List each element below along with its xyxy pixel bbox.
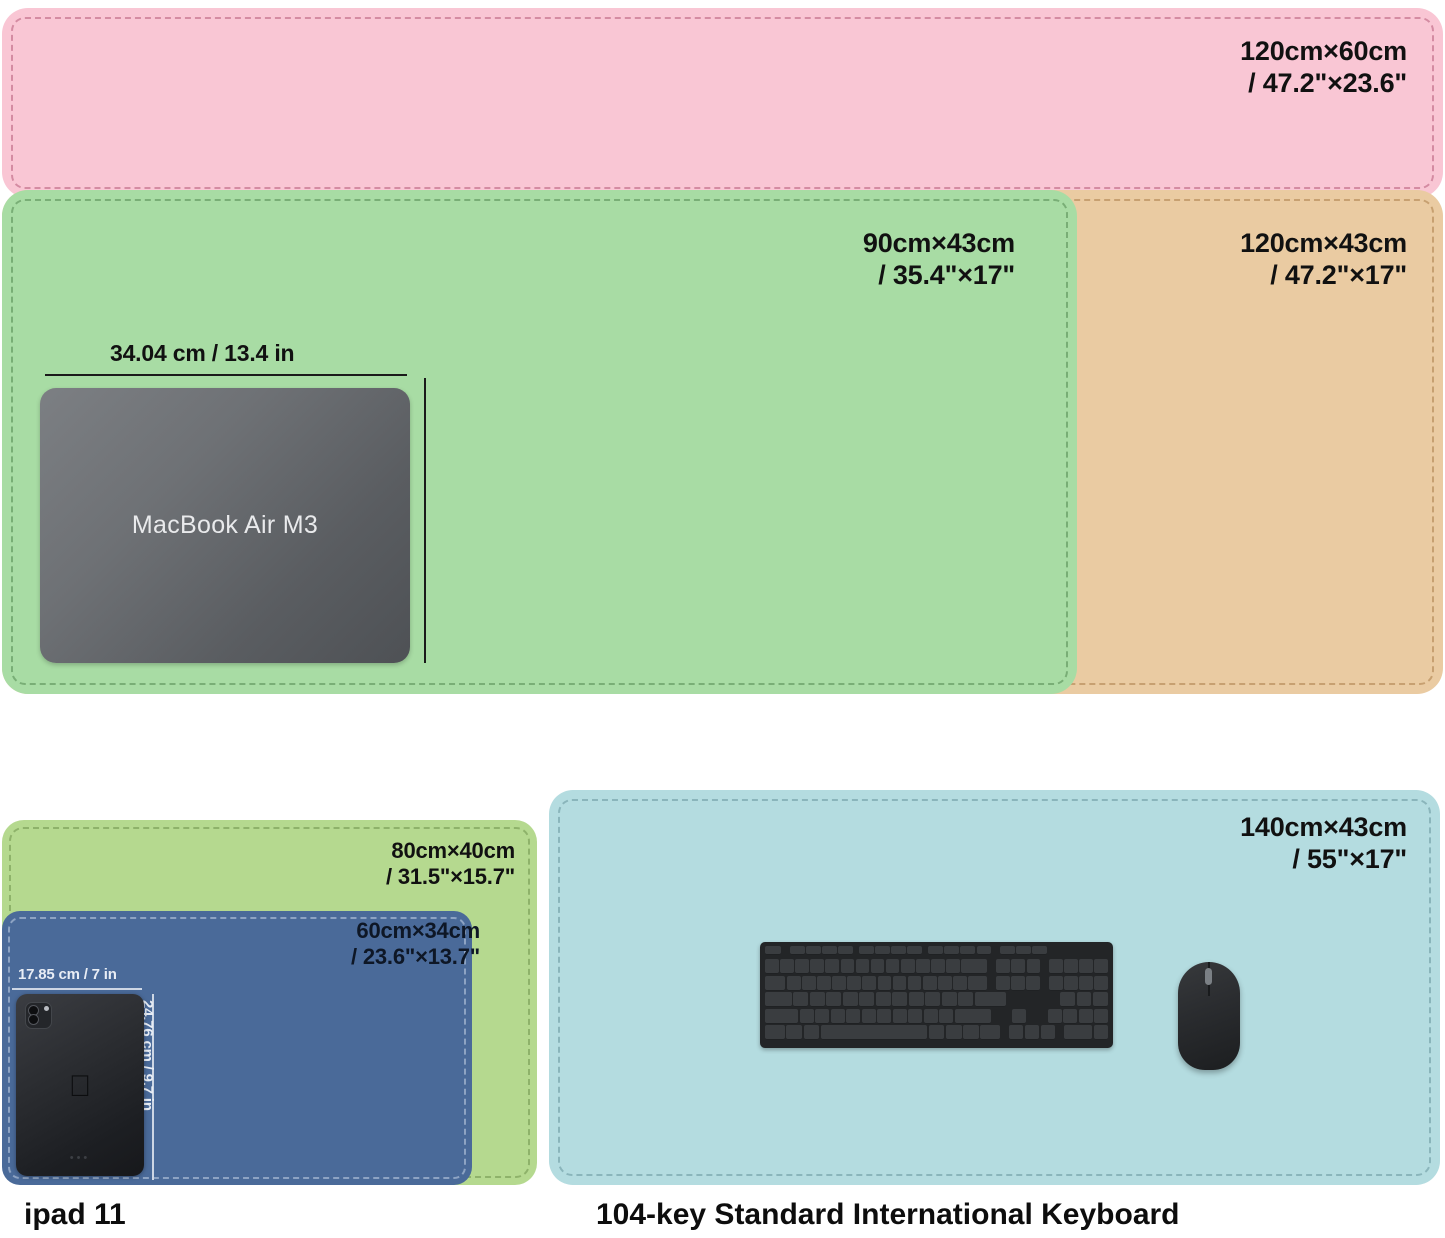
camera-flash-icon [44,1006,49,1011]
size-in: / 47.2"×17" [1270,259,1407,290]
stitch-border [11,17,1434,189]
desk-mat-pink [2,8,1443,198]
keyboard-row-number [765,959,1109,974]
ipad-height-measure-line [152,994,154,1180]
size-label-green-small-mat: 80cm×40cm/ 31.5"×15.7" [386,838,515,890]
apple-logo-icon:  [16,1072,144,1102]
size-in: / 35.4"×17" [878,259,1015,290]
ipad-width-measure-line [12,988,142,990]
size-cm: 140cm×43cm [1240,812,1407,842]
size-in: / 31.5"×15.7" [386,863,515,889]
mouse-scroll-wheel-icon [1205,968,1212,985]
macbook-label: MacBook Air M3 [131,511,319,539]
mouse-device [1178,962,1240,1070]
macbook-width-measure-line [45,374,407,376]
size-cm: 60cm×34cm [356,918,480,943]
size-cm: 120cm×43cm [1240,228,1407,258]
smart-connector-icon: ••• [69,1152,91,1164]
size-cm: 120cm×60cm [1240,36,1407,66]
ipad-device:  ••• [16,994,144,1176]
keyboard-device [760,942,1113,1048]
camera-lens-icon [28,1014,39,1025]
macbook-air-device: MacBook Air M3 [40,388,410,663]
keyboard-row-asdf [765,992,1108,1007]
size-label-tan-mat: 120cm×43cm/ 47.2"×17" [1240,228,1407,292]
keyboard-row-qwerty [765,975,1109,991]
macbook-width-label: 34.04 cm / 13.4 in [110,340,295,366]
keyboard-row-space [765,1025,1108,1040]
size-label-green-mat: 90cm×43cm/ 35.4"×17" [863,228,1015,292]
ipad-camera-module-icon [25,1002,52,1029]
caption-ipad: ipad 11 [24,1198,126,1231]
size-label-blue-mat: 60cm×34cm/ 23.6"×13.7" [351,918,480,970]
keyboard-row-zxcv [765,1008,1109,1024]
size-cm: 90cm×43cm [862,228,1015,258]
size-in: / 23.6"×13.7" [351,943,480,969]
size-label-pink-mat: 120cm×60cm/ 47.2"×23.6" [1240,36,1407,100]
size-cm: 80cm×40cm [391,838,515,863]
size-in: / 55"×17" [1292,843,1407,874]
size-label-teal-mat: 140cm×43cm/ 55"×17" [1240,812,1407,876]
keyboard-row-function [765,946,1108,955]
ipad-width-label: 17.85 cm / 7 in [18,966,117,983]
size-in: / 47.2"×23.6" [1248,67,1407,98]
caption-keyboard: 104-key Standard International Keyboard [596,1198,1180,1231]
macbook-height-measure-line [424,378,426,663]
